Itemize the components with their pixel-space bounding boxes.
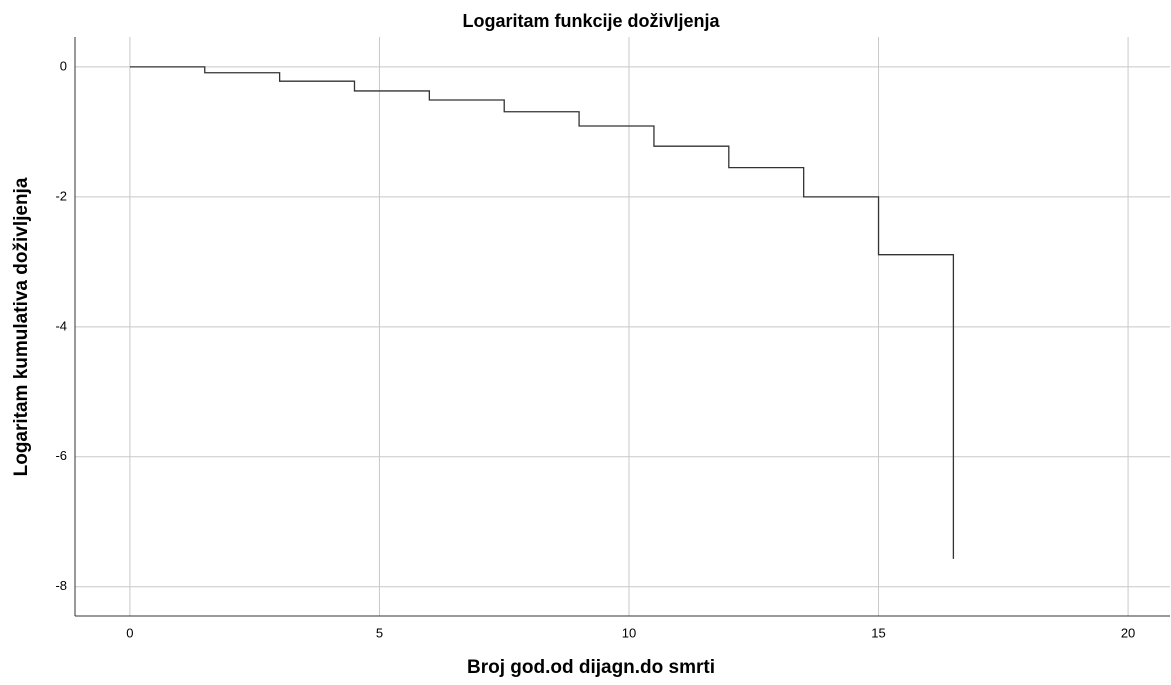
y-axis-label: Logaritam kumulativa doživljenja (11, 177, 32, 476)
x-tick-label: 0 (126, 625, 133, 640)
y-tick-label: 0 (60, 58, 67, 73)
y-tick-label: -6 (55, 448, 67, 463)
chart-title: Logaritam funkcije doživljenja (462, 11, 720, 31)
y-tick-label: -4 (55, 318, 67, 333)
x-axis-label: Broj god.od dijagn.do smrti (467, 657, 715, 678)
y-tick-label: -2 (55, 188, 67, 203)
line (129, 66, 955, 559)
plot (129, 66, 955, 559)
x-tick-label: 10 (622, 625, 636, 640)
x-tick-label: 5 (376, 625, 383, 640)
x-tick-label: 15 (871, 625, 885, 640)
x-tick-label: 20 (1121, 625, 1135, 640)
grid (75, 37, 1170, 616)
y-tick-label: -8 (55, 578, 67, 593)
